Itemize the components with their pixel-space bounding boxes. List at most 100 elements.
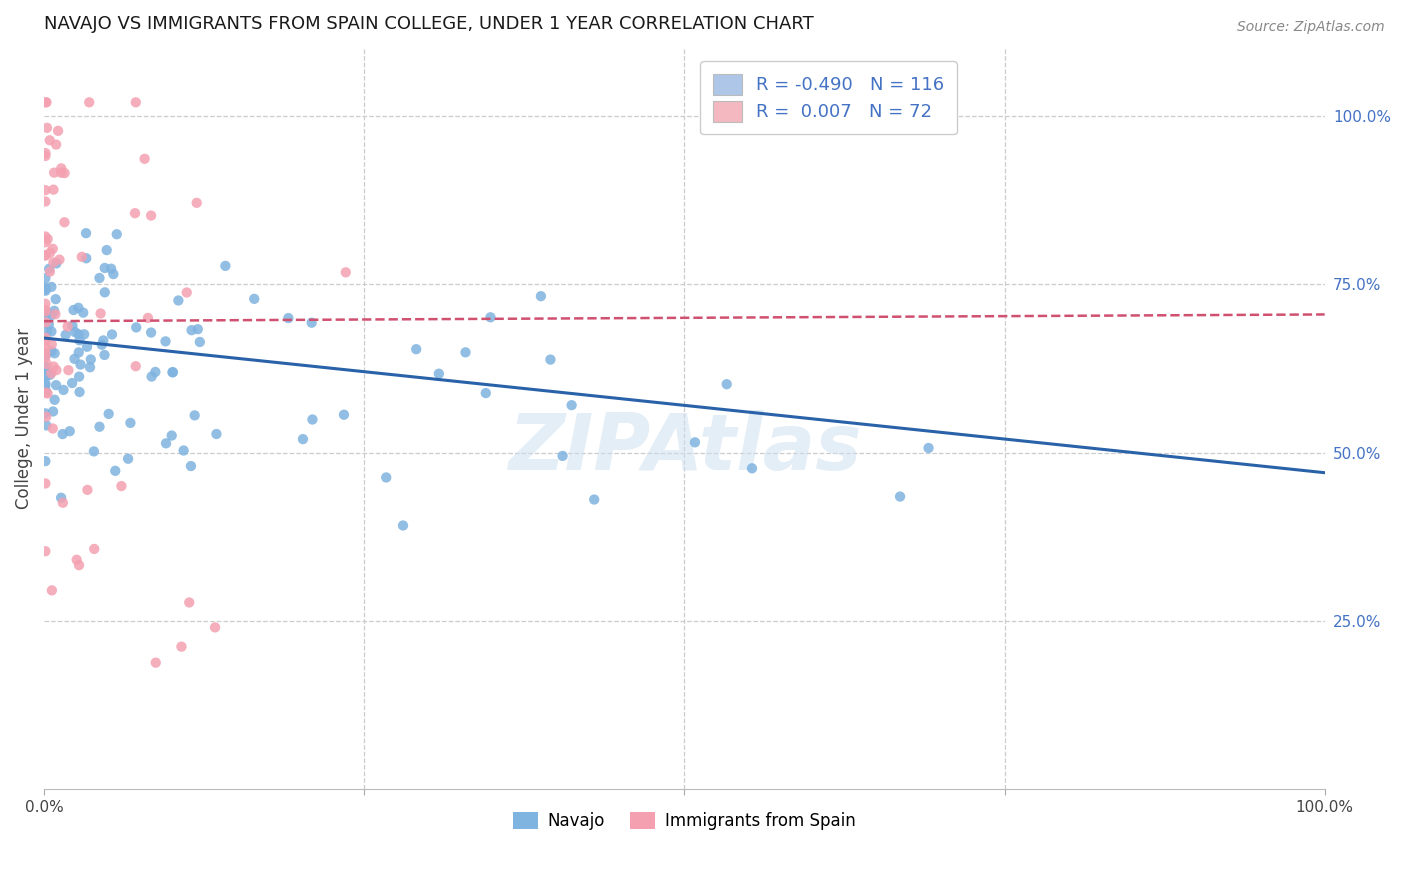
Point: [79, 360, 101, 375]
Point: [716, 377, 738, 392]
Point: [52, 383, 75, 397]
Point: [35, 418, 58, 433]
Point: [120, 416, 142, 430]
Point: [35, 409, 58, 424]
Point: [34, 248, 56, 262]
Point: [155, 436, 177, 450]
Point: [392, 518, 415, 533]
Point: [42, 255, 65, 269]
Point: [67, 558, 90, 573]
Point: [34, 385, 56, 400]
Point: [134, 152, 156, 166]
Point: [76, 340, 98, 354]
Point: [35, 95, 58, 110]
Point: [35, 325, 58, 339]
Point: [186, 195, 208, 210]
Point: [34, 454, 56, 468]
Point: [60, 376, 83, 390]
Point: [66, 553, 89, 567]
Point: [44, 307, 66, 321]
Point: [301, 412, 323, 426]
Point: [51, 161, 73, 176]
Point: [38, 318, 60, 332]
Point: [38, 261, 60, 276]
Point: [34, 297, 56, 311]
Point: [41, 308, 63, 322]
Point: [42, 359, 65, 374]
Point: [34, 347, 56, 361]
Point: [538, 352, 561, 367]
Point: [45, 256, 67, 270]
Point: [93, 334, 115, 348]
Point: [110, 479, 132, 493]
Point: [75, 226, 97, 240]
Point: [93, 348, 115, 362]
Point: [34, 304, 56, 318]
Point: [93, 260, 115, 275]
Point: [34, 302, 56, 317]
Point: [41, 280, 63, 294]
Point: [42, 404, 65, 418]
Point: [94, 285, 117, 300]
Point: [35, 357, 58, 371]
Point: [34, 376, 56, 391]
Point: [89, 271, 111, 285]
Point: [34, 334, 56, 348]
Point: [301, 316, 323, 330]
Point: [34, 360, 56, 375]
Point: [41, 344, 63, 359]
Point: [37, 386, 59, 401]
Text: Source: ZipAtlas.com: Source: ZipAtlas.com: [1237, 20, 1385, 34]
Point: [90, 306, 112, 320]
Point: [34, 146, 56, 161]
Point: [52, 496, 75, 510]
Point: [104, 464, 127, 478]
Point: [49, 491, 72, 505]
Point: [475, 386, 498, 401]
Point: [34, 282, 56, 296]
Point: [34, 249, 56, 263]
Point: [59, 424, 82, 438]
Point: [683, 435, 706, 450]
Point: [53, 166, 76, 180]
Point: [167, 293, 190, 308]
Point: [77, 95, 100, 110]
Point: [63, 325, 86, 339]
Point: [58, 363, 80, 377]
Point: [180, 458, 202, 473]
Point: [35, 315, 58, 329]
Point: [34, 310, 56, 325]
Point: [243, 292, 266, 306]
Point: [72, 306, 94, 320]
Point: [291, 432, 314, 446]
Point: [34, 383, 56, 397]
Point: [44, 303, 66, 318]
Point: [34, 305, 56, 319]
Point: [454, 345, 477, 359]
Point: [335, 265, 357, 279]
Point: [51, 166, 73, 180]
Point: [35, 120, 58, 135]
Point: [48, 252, 70, 267]
Point: [173, 443, 195, 458]
Point: [45, 137, 67, 152]
Point: [42, 183, 65, 197]
Point: [69, 334, 91, 348]
Point: [52, 427, 75, 442]
Point: [188, 334, 211, 349]
Point: [83, 541, 105, 556]
Point: [70, 250, 93, 264]
Point: [41, 337, 63, 351]
Point: [44, 346, 66, 360]
Point: [105, 227, 128, 242]
Point: [155, 334, 177, 349]
Point: [34, 194, 56, 209]
Point: [162, 365, 184, 379]
Point: [101, 327, 124, 342]
Point: [34, 149, 56, 163]
Point: [561, 398, 583, 412]
Point: [39, 368, 62, 382]
Point: [34, 331, 56, 345]
Point: [69, 384, 91, 399]
Point: [45, 292, 67, 306]
